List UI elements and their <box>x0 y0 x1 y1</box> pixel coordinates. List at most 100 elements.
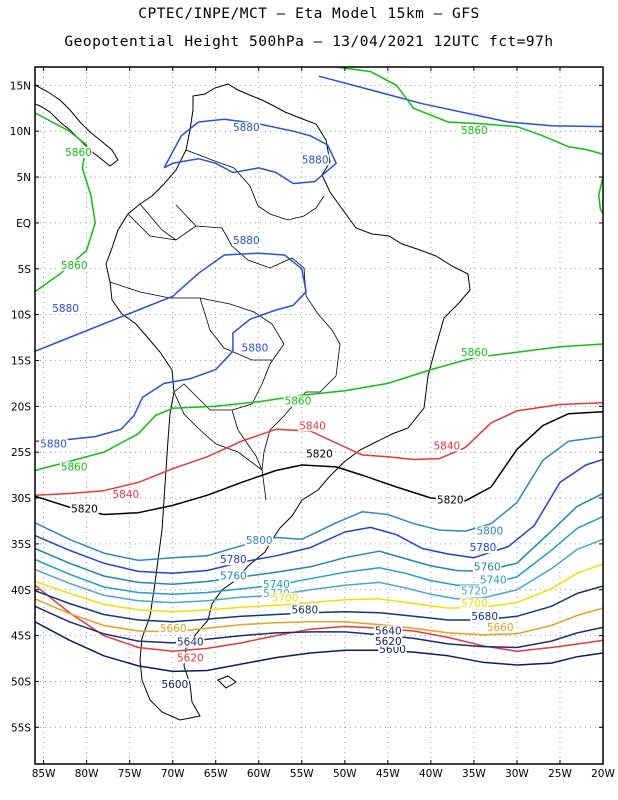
contour-label-bg <box>39 438 68 450</box>
lon-tick-label: 75W <box>118 768 142 780</box>
contour-label-bg <box>298 420 327 432</box>
contour-label-bg <box>290 604 319 616</box>
contour-5600 <box>35 621 603 673</box>
contour-label-5820: 5820 <box>306 449 333 461</box>
contour-5860 <box>336 67 603 155</box>
contour-label-bg <box>64 146 93 158</box>
contour-label-bg <box>478 574 508 586</box>
contour-label-5700: 5700 <box>461 598 488 610</box>
contour-label-bg <box>158 622 188 634</box>
contour-label-5840: 5620 <box>177 652 204 664</box>
contour-label-5720: 5720 <box>461 585 488 597</box>
contour-label-bg <box>270 592 300 604</box>
lat-lon-grid <box>35 67 603 764</box>
contour-label-5780: 5780 <box>220 554 247 566</box>
lon-tick-label: 85W <box>32 768 56 780</box>
lon-tick-label: 70W <box>161 768 185 780</box>
contour-5660 <box>35 598 603 636</box>
contour-label-5880: 5880 <box>242 342 269 354</box>
contour-5880 <box>318 75 603 128</box>
country-borders <box>109 149 341 501</box>
contour-label-5760: 5760 <box>220 571 247 583</box>
contour-5760 <box>35 492 603 585</box>
contour-label-5880: 5880 <box>233 235 260 247</box>
contour-label-bg <box>435 494 465 506</box>
contour-label-bg <box>432 440 461 452</box>
contour-label-bg <box>231 122 261 134</box>
contour-label-bg <box>51 302 80 314</box>
contour-label-5860: 5860 <box>461 125 488 137</box>
lon-tick-label: 40W <box>419 768 443 780</box>
lat-tick-label: 20S <box>11 401 31 413</box>
lat-tick-label: 30S <box>11 493 31 505</box>
lon-tick-label: 25W <box>548 768 572 780</box>
lat-tick-label: 55S <box>11 722 31 734</box>
contour-5700 <box>35 563 603 613</box>
contour-label-bg <box>176 652 205 664</box>
contour-label-bg <box>472 561 502 573</box>
contour-labels: 5880 5880 5880 5880 5880 5880 5860 5860 5860 5860… <box>39 122 515 691</box>
contour-5860 <box>597 176 603 215</box>
contour-label-5740: 5740 <box>263 579 290 591</box>
lon-tick-label: 55W <box>290 768 314 780</box>
contour-label-5680: 5680 <box>471 611 498 623</box>
lon-tick-label: 30W <box>505 768 529 780</box>
contour-label-5800: 5800 <box>476 526 503 538</box>
lon-tick-label: 80W <box>75 768 99 780</box>
lat-tick-label: 15S <box>11 355 31 367</box>
contour-5880 <box>35 252 307 442</box>
contour-label-bg <box>59 259 89 271</box>
contour-label-bg <box>176 636 205 648</box>
contour-5720 <box>35 538 603 604</box>
contour-label-bg <box>59 461 89 473</box>
contour-label-5820: 5820 <box>437 495 464 507</box>
contour-label-bg <box>460 124 489 136</box>
contour-label-bg <box>219 554 248 566</box>
contour-label-5740: 5740 <box>480 574 507 586</box>
contour-label-5700: 5700 <box>272 593 299 605</box>
lat-tick-label: EQ <box>16 218 31 230</box>
contour-label-bg <box>240 342 269 354</box>
contour-label-5880: 5880 <box>233 122 260 134</box>
lon-tick-label: 50W <box>333 768 357 780</box>
contour-5860 <box>35 343 603 472</box>
contour-label-bg <box>300 154 330 166</box>
contour-label-bg <box>231 235 261 247</box>
contour-label-5780: 5780 <box>470 542 497 554</box>
contour-5820 <box>35 411 603 516</box>
falkland-islands <box>217 675 237 689</box>
plot-frame <box>34 66 604 765</box>
contour-label-5820: 5820 <box>71 504 98 516</box>
contour-label-5880: 5880 <box>302 154 329 166</box>
contour-label-5860: 5860 <box>461 347 488 359</box>
lon-tick-label: 60W <box>247 768 271 780</box>
lat-tick-label: 40S <box>11 585 31 597</box>
lat-tick-label: 50S <box>11 676 31 688</box>
contour-label-5600: 5600 <box>379 644 406 656</box>
contour-label-bg <box>475 525 504 537</box>
contour-label-bg <box>470 611 499 623</box>
contour-label-5880: 5880 <box>52 303 79 315</box>
contour-label-5800: 5800 <box>246 535 273 547</box>
contour-label-bg <box>373 625 403 637</box>
map-subtitle: Geopotential Height 500hPa – 13/04/2021 … <box>64 34 554 50</box>
contour-label-bg <box>305 448 334 460</box>
lon-tick-label: 35W <box>462 768 486 780</box>
lon-tick-label: 65W <box>204 768 228 780</box>
contour-label-bg <box>460 346 489 358</box>
contour-label-5600: 5600 <box>162 679 189 691</box>
lat-tick-label: 25S <box>11 447 31 459</box>
axis-ticks: 85W 80W 75W 70W 65W 60W 55W 50W 45W 40W 35W 30W 25W 2… <box>10 67 615 780</box>
contour-5680 <box>35 585 603 623</box>
contour-label-5680: 5680 <box>291 605 318 617</box>
contour-label-bg <box>219 570 248 582</box>
lat-tick-label: 10S <box>11 310 31 322</box>
contour-label-bg <box>283 395 312 407</box>
contour-label-5660: 5660 <box>160 623 187 635</box>
contour-5800 <box>35 435 603 562</box>
contour-label-bg <box>70 503 99 515</box>
contour-label-bg <box>373 635 403 647</box>
contour-label-5860: 5860 <box>61 462 88 474</box>
contour-label-5880: 5880 <box>40 439 67 451</box>
